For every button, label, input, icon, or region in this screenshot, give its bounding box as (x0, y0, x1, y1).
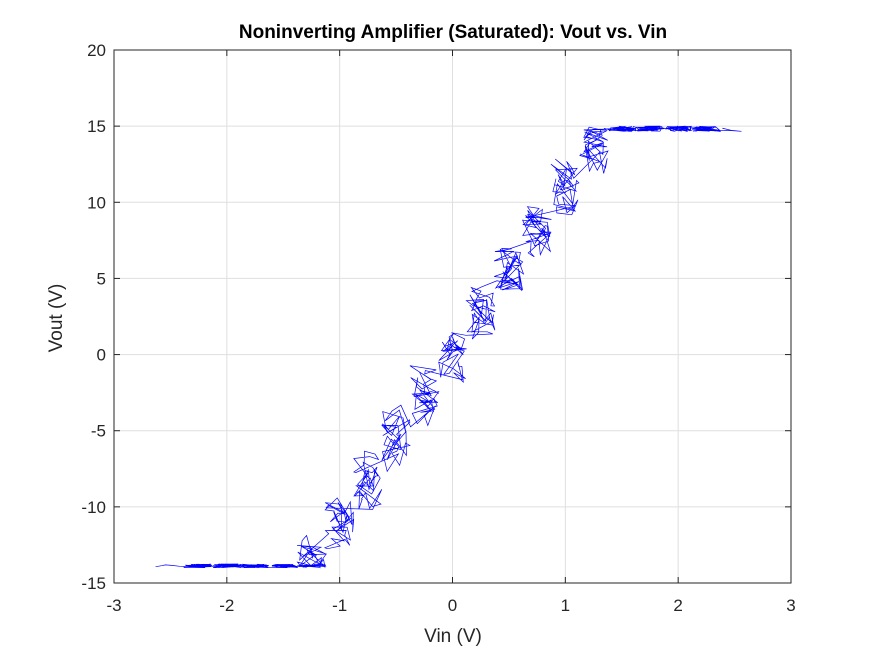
x-tick-label: 3 (786, 596, 795, 615)
x-tick-label: 0 (448, 596, 457, 615)
x-axis-label: Vin (V) (424, 626, 482, 647)
y-tick-label: -5 (91, 422, 106, 441)
y-tick-label: -15 (81, 574, 106, 593)
x-tick-label: -3 (106, 596, 121, 615)
y-tick-label: 0 (97, 346, 106, 365)
y-tick-label: 15 (87, 117, 106, 136)
x-tick-label: -2 (219, 596, 234, 615)
y-axis-label: Vout (V) (46, 284, 67, 353)
y-tick-label: -10 (81, 498, 106, 517)
x-tick-label: 2 (673, 596, 682, 615)
series-line (155, 125, 742, 569)
chart-title: Noninverting Amplifier (Saturated): Vout… (239, 22, 667, 43)
y-tick-label: 10 (87, 193, 106, 212)
series-group (155, 125, 742, 569)
x-tick-label: 1 (561, 596, 570, 615)
x-tick-label: -1 (332, 596, 347, 615)
grid (113, 49, 792, 584)
y-tick-label: 5 (97, 269, 106, 288)
y-tick-label: 20 (87, 41, 106, 60)
